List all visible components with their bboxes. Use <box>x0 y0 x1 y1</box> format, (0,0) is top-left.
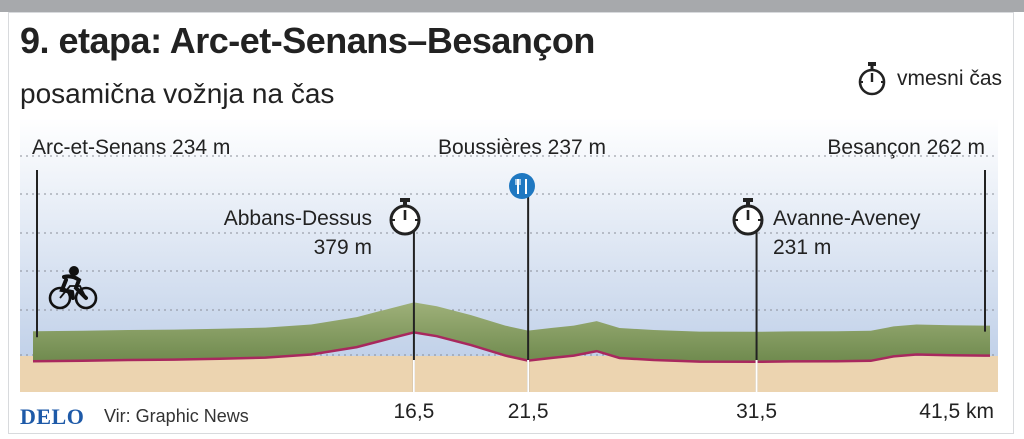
x-tick-label: 16,5 <box>393 400 434 423</box>
place-marker: Boussières 237 m <box>438 136 606 392</box>
place-marker: Besançon 262 m <box>827 136 986 332</box>
legend-label: vmesni čas <box>896 67 1002 90</box>
stopwatch-icon <box>389 198 421 236</box>
source-credit: Vir: Graphic News <box>104 406 249 426</box>
chart-title: 9. etapa: Arc-et-Senans–Besançon <box>20 20 595 61</box>
stopwatch-icon <box>858 62 886 96</box>
x-tick-label: 41,5 km <box>919 400 994 423</box>
cyclist-icon <box>48 266 98 310</box>
place-name: Avanne-Aveney <box>773 207 921 230</box>
x-tick-label: 31,5 <box>736 400 777 423</box>
place-marker: Avanne-Aveney 231 m <box>732 198 921 392</box>
place-name: Besançon 262 m <box>827 136 985 159</box>
place-elevation: 379 m <box>314 236 372 259</box>
route-line <box>32 331 990 364</box>
place-name: Arc-et-Senans 234 m <box>32 136 230 159</box>
feed-zone-icon <box>509 173 535 199</box>
place-name: Abbans-Dessus <box>224 207 372 230</box>
x-tick-label: 21,5 <box>508 400 549 423</box>
top-bar <box>0 0 1024 12</box>
delo-logo: DELO <box>20 404 85 429</box>
place-elevation: 231 m <box>773 236 831 259</box>
chart-frame <box>8 12 1014 434</box>
place-markers: Arc-et-Senans 234 m Abbans-Dessus 379 m Bou… <box>32 136 986 392</box>
legend: vmesni čas <box>857 62 1002 96</box>
place-name: Boussières 237 m <box>438 136 606 159</box>
x-axis-ticks: 16,5 21,5 31,5 41,5 km <box>393 400 994 423</box>
place-marker: Arc-et-Senans 234 m <box>32 136 230 338</box>
place-marker: Abbans-Dessus 379 m <box>224 198 421 392</box>
terrain-area <box>33 302 990 362</box>
stopwatch-icon <box>732 198 764 236</box>
chart-subtitle: posamična vožnja na čas <box>20 78 335 109</box>
